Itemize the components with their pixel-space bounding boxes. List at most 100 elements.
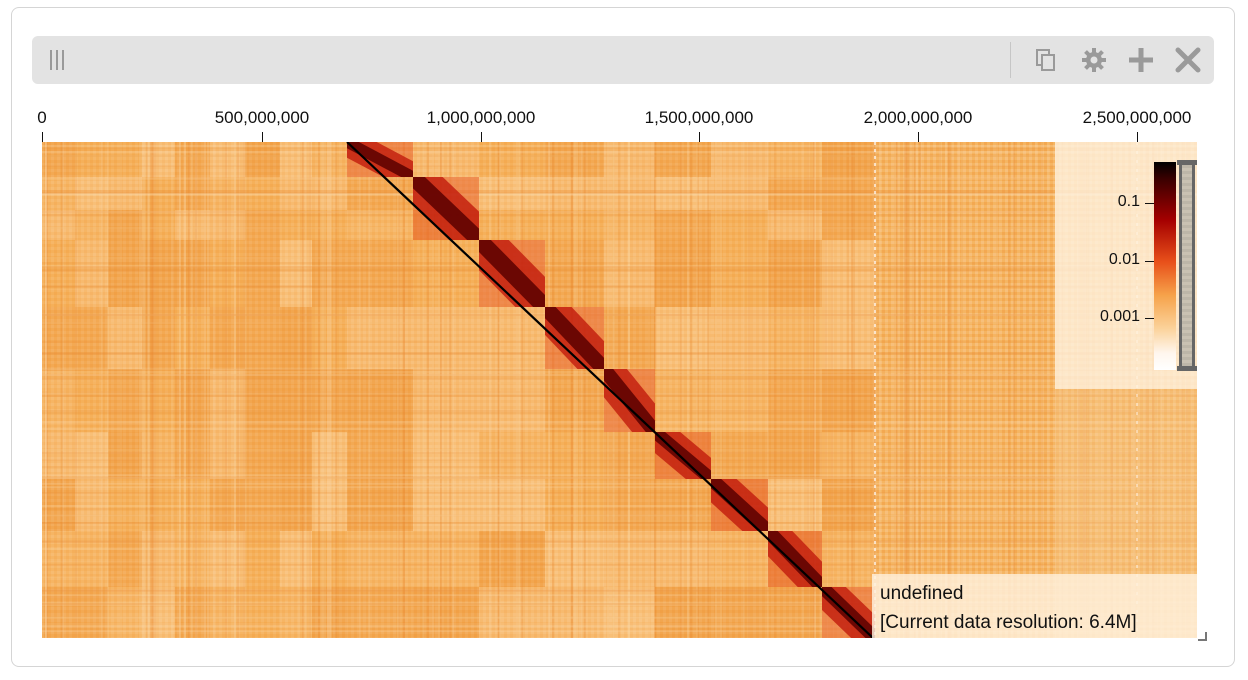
heatmap-stripe: [1061, 142, 1063, 638]
heatmap-stripe: [743, 142, 745, 638]
heatmap-stripe: [42, 190, 1197, 192]
drag-handle-icon[interactable]: [50, 50, 64, 70]
heatmap-block: [347, 587, 413, 638]
heatmap-stripe: [141, 142, 143, 638]
heatmap-stripe: [1145, 142, 1147, 638]
heatmap-stripe: [179, 142, 181, 638]
heatmap-stripe: [950, 142, 952, 638]
heatmap-block: [479, 531, 545, 587]
heatmap-block: [711, 177, 768, 210]
heatmap-stripe: [42, 268, 1197, 270]
heatmap-block: [768, 210, 822, 240]
heatmap-block: [210, 587, 245, 638]
heatmap-block: [479, 587, 545, 638]
colorbar-tick: [1145, 318, 1154, 319]
track-info-box: [872, 574, 1197, 638]
heatmap-block: [711, 432, 768, 479]
heatmap-block: [245, 432, 280, 479]
heatmap-block: [42, 479, 75, 531]
heatmap-stripe: [1078, 142, 1080, 638]
heatmap-block: [604, 479, 655, 531]
heatmap-stripe: [1063, 142, 1065, 638]
heatmap-block: [175, 587, 210, 638]
heatmap-stripe: [42, 540, 1197, 542]
resize-handle-icon[interactable]: [1198, 632, 1207, 641]
genome-position-ruler: 0 500,000,000 1,000,000,000 1,500,000,00…: [37, 100, 1202, 142]
heatmap-stripe: [42, 286, 1197, 288]
heatmap-block: [545, 479, 604, 531]
heatmap-stripe: [139, 142, 141, 638]
heatmap-stripe: [690, 142, 692, 638]
heatmap-block: [280, 240, 312, 307]
heatmap-stripe: [213, 142, 215, 638]
heatmap-stripe: [42, 459, 1197, 461]
heatmap-stripe: [42, 178, 1197, 180]
heatmap-block: [711, 531, 768, 587]
heatmap-stripe: [234, 142, 236, 638]
heatmap-stripe: [143, 142, 145, 638]
heatmap-stripe: [171, 142, 173, 638]
heatmap-block: [108, 369, 142, 432]
heatmap-block: [210, 177, 245, 210]
diagonal-peak: [768, 531, 822, 587]
heatmap-block: [142, 531, 175, 587]
heatmap-block: [604, 307, 655, 369]
heatmap-block: [655, 210, 711, 240]
heatmap-block: [210, 142, 245, 177]
heatmap-stripe: [958, 142, 960, 638]
heatmap-stripe: [42, 617, 1197, 619]
heatmap-stripe: [42, 266, 1197, 268]
colorbar-range-slider[interactable]: [1179, 162, 1195, 370]
heatmap-stripe: [896, 142, 898, 638]
diagonal-peak: [545, 307, 604, 369]
close-icon[interactable]: [1175, 47, 1201, 73]
heatmap-stripe: [298, 142, 300, 638]
heatmap-block: [479, 307, 545, 369]
gear-icon[interactable]: [1081, 47, 1107, 73]
heatmap-block: [108, 432, 142, 479]
heatmap-block: [413, 587, 479, 638]
copy-icon[interactable]: [1033, 47, 1059, 73]
contact-heatmap[interactable]: [42, 142, 1197, 638]
heatmap-stripe: [42, 177, 1197, 179]
heatmap-block: [210, 369, 245, 432]
heatmap-stripe: [1134, 142, 1136, 638]
heatmap-stripe: [831, 142, 833, 638]
colorbar-slider-bottom-handle[interactable]: [1177, 366, 1197, 371]
heatmap-stripe: [42, 227, 1197, 229]
heatmap-stripe: [61, 142, 63, 638]
heatmap-block: [280, 142, 312, 177]
heatmap-block: [655, 369, 711, 432]
ruler-tick: [42, 132, 43, 142]
heatmap-block: [604, 531, 655, 587]
heatmap-stripe: [814, 142, 816, 638]
heatmap-block: [75, 177, 108, 210]
heatmap-stripe: [150, 142, 152, 638]
heatmap-stripe: [327, 142, 329, 638]
heatmap-stripe: [920, 142, 922, 638]
heatmap-stripe: [42, 265, 1197, 267]
heatmap-block: [175, 240, 210, 307]
heatmap-stripe: [234, 142, 236, 638]
heatmap-block: [75, 240, 108, 307]
heatmap-block: [142, 210, 175, 240]
heatmap-stripe: [748, 142, 750, 638]
heatmap-block: [280, 307, 312, 369]
diagonal-peak: [711, 479, 768, 531]
heatmap-stripe: [42, 149, 1197, 151]
heatmap-stripe: [904, 142, 906, 638]
heatmap-stripe: [42, 483, 1197, 485]
heatmap-stripe: [449, 142, 451, 638]
heatmap-stripe: [42, 193, 1197, 195]
heatmap-stripe: [225, 142, 227, 638]
heatmap-stripe: [939, 142, 941, 638]
heatmap-stripe: [548, 142, 550, 638]
heatmap-block: [822, 177, 875, 210]
heatmap-block: [822, 432, 875, 479]
plus-icon[interactable]: [1128, 47, 1154, 73]
heatmap-block: [245, 587, 280, 638]
heatmap-block: [822, 369, 875, 432]
heatmap-stripe: [42, 589, 1197, 591]
colorbar-slider-top-handle[interactable]: [1177, 160, 1197, 165]
heatmap-block: [604, 210, 655, 240]
